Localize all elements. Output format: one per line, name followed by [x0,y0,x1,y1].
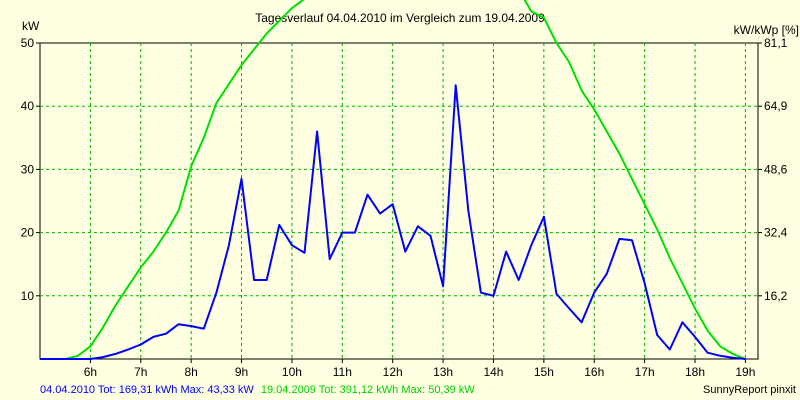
y-tick-label-right: 64,9 [764,99,788,113]
legend-series-2009: 19.04.2009 Tot: 391,12 kWh Max: 50,39 kW [261,384,475,396]
series-line-2009 [40,0,746,360]
y-tick-label-right: 48,6 [764,162,788,176]
x-tick-label: 18h [685,365,705,379]
y-tick-label-left: 30 [21,162,35,176]
chart-title: Tagesverlauf 04.04.2010 im Vergleich zum… [255,11,545,25]
series-line-2010 [40,84,746,360]
grid-lines [40,43,758,359]
x-tick-label: 11h [333,365,352,379]
x-tick-label: 19h [735,365,755,379]
plot-frame [39,42,759,360]
x-tick-label: 8h [184,365,197,379]
y-tick-label-left: 10 [21,289,35,303]
y-tick-label-left: 20 [21,226,35,240]
axis-ticks: 10 20 30 40 50 16,2 32,4 48,6 64,9 81,1 6h 7h 8h 9h 10… [21,36,788,379]
x-tick-label: 10h [282,365,302,379]
x-tick-label: 13h [433,365,453,379]
x-tick-label: 16h [584,365,604,379]
credit-label: SunnyReport pinxit [703,384,796,396]
x-tick-label: 12h [383,365,403,379]
y-tick-label-right: 16,2 [764,289,788,303]
x-tick-label: 7h [134,365,147,379]
x-tick-label: 15h [534,365,554,379]
y-tick-label-left: 40 [21,99,35,113]
x-tick-label: 17h [635,365,655,379]
legend-series-2010: 04.04.2010 Tot: 169,31 kWh Max: 43,33 kW [40,384,254,396]
series-lines [40,0,746,360]
y-axis-left-label: kW [22,19,40,33]
x-tick-label: 9h [235,365,248,379]
x-tick-label: 6h [84,365,97,379]
y-tick-label-right: 81,1 [764,36,788,50]
y-tick-label-right: 32,4 [764,226,788,240]
y-tick-label-left: 50 [21,36,35,50]
x-tick-label: 14h [483,365,503,379]
legend-footer: 04.04.2010 Tot: 169,31 kWh Max: 43,33 kW… [40,384,475,396]
y-axis-right-label: kW/kWp [%] [734,23,799,37]
